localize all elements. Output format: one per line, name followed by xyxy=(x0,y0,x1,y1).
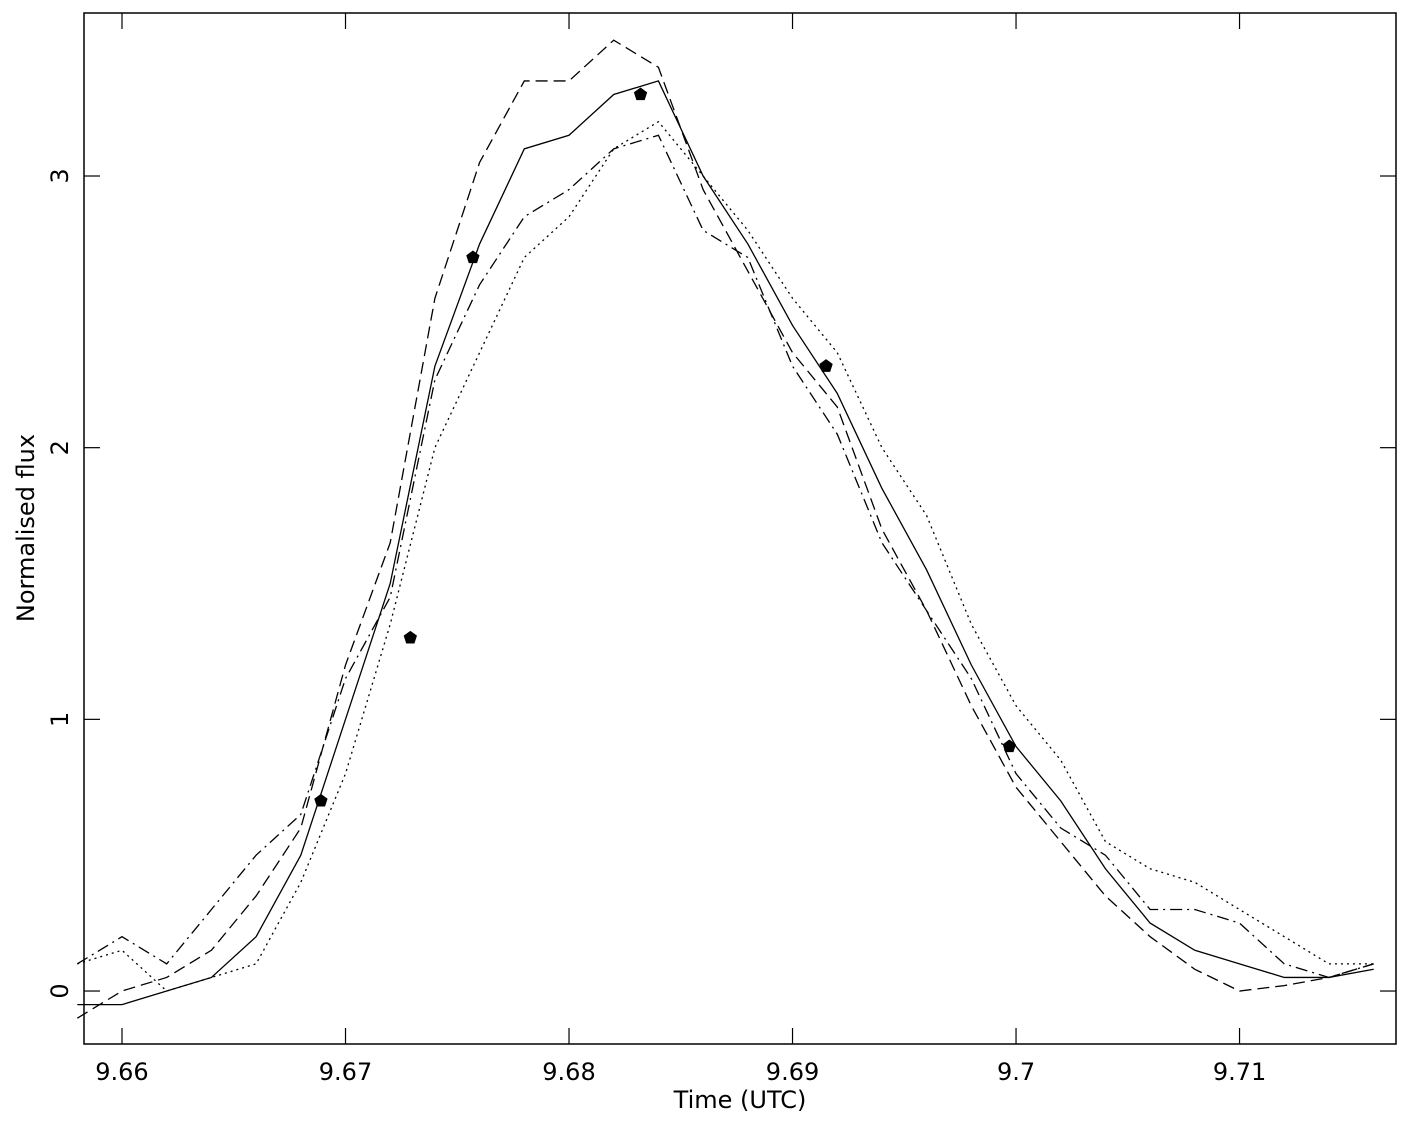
x-axis-label: Time (UTC) xyxy=(673,1086,807,1114)
y-tick-label: 3 xyxy=(46,168,74,183)
marker xyxy=(314,793,328,807)
marker xyxy=(633,87,648,101)
series-line xyxy=(77,80,1374,1006)
x-tick-label: 9.68 xyxy=(542,1058,595,1086)
y-tick-label: 1 xyxy=(46,712,74,727)
y-tick-label: 2 xyxy=(46,440,74,455)
x-tick-label: 9.66 xyxy=(95,1058,148,1086)
y-tick-label: 0 xyxy=(46,983,74,998)
plot-frame xyxy=(83,12,1397,1045)
marker xyxy=(1002,739,1016,753)
x-tick-label: 9.71 xyxy=(1213,1058,1266,1086)
marker xyxy=(466,250,480,264)
marker xyxy=(403,630,417,644)
series-line xyxy=(76,134,1374,979)
y-axis-label: Normalised flux xyxy=(12,434,40,622)
x-tick-label: 9.67 xyxy=(319,1058,372,1086)
series-line xyxy=(76,39,1374,1019)
x-tick-label: 9.7 xyxy=(997,1058,1035,1086)
series-line xyxy=(77,120,1374,992)
marker xyxy=(819,359,833,372)
x-tick-label: 9.69 xyxy=(766,1058,819,1086)
